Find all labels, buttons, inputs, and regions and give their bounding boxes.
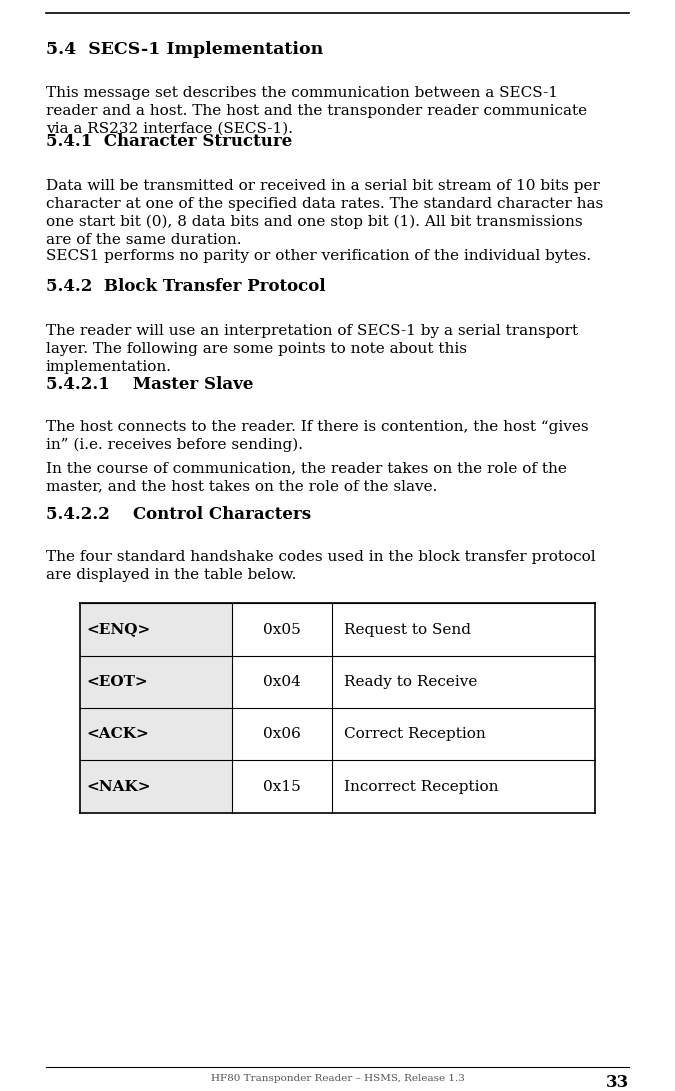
Text: Request to Send: Request to Send — [344, 623, 472, 636]
Text: Data will be transmitted or received in a serial bit stream of 10 bits per
chara: Data will be transmitted or received in … — [46, 179, 603, 247]
Bar — [80, 603, 232, 656]
Text: Ready to Receive: Ready to Receive — [344, 675, 478, 688]
Text: The four standard handshake codes used in the block transfer protocol
are displa: The four standard handshake codes used i… — [46, 550, 595, 582]
Text: 5.4  SECS-1 Implementation: 5.4 SECS-1 Implementation — [46, 40, 323, 58]
Bar — [332, 603, 595, 656]
Text: 0x04: 0x04 — [263, 675, 301, 688]
Text: The host connects to the reader. If there is contention, the host “gives
in” (i.: The host connects to the reader. If ther… — [46, 420, 589, 453]
Text: This message set describes the communication between a SECS-1
reader and a host.: This message set describes the communica… — [46, 86, 587, 136]
Text: The reader will use an interpretation of SECS-1 by a serial transport
layer. The: The reader will use an interpretation of… — [46, 324, 578, 374]
Text: 5.4.2  Block Transfer Protocol: 5.4.2 Block Transfer Protocol — [46, 278, 325, 296]
Text: 5.4.2.1    Master Slave: 5.4.2.1 Master Slave — [46, 376, 253, 394]
Text: In the course of communication, the reader takes on the role of the
master, and : In the course of communication, the read… — [46, 461, 567, 493]
Bar — [332, 760, 595, 813]
Text: <EOT>: <EOT> — [86, 675, 148, 688]
Text: 0x05: 0x05 — [263, 623, 301, 636]
Text: <ENQ>: <ENQ> — [86, 623, 151, 636]
Text: <NAK>: <NAK> — [86, 780, 151, 793]
Text: Correct Reception: Correct Reception — [344, 728, 486, 741]
Text: HF80 Transponder Reader – HSMS, Release 1.3: HF80 Transponder Reader – HSMS, Release … — [211, 1074, 464, 1082]
Bar — [80, 760, 232, 813]
Text: 0x15: 0x15 — [263, 780, 301, 793]
Text: <ACK>: <ACK> — [86, 728, 149, 741]
Bar — [80, 656, 232, 708]
Bar — [232, 603, 332, 656]
Bar — [232, 708, 332, 760]
Text: 33: 33 — [606, 1074, 629, 1091]
Bar — [80, 708, 232, 760]
Bar — [332, 708, 595, 760]
Bar — [332, 656, 595, 708]
Bar — [232, 656, 332, 708]
Text: Incorrect Reception: Incorrect Reception — [344, 780, 499, 793]
Text: 0x06: 0x06 — [263, 728, 301, 741]
Bar — [232, 760, 332, 813]
Text: 5.4.1  Character Structure: 5.4.1 Character Structure — [46, 133, 292, 151]
Text: 5.4.2.2    Control Characters: 5.4.2.2 Control Characters — [46, 506, 311, 524]
Text: SECS1 performs no parity or other verification of the individual bytes.: SECS1 performs no parity or other verifi… — [46, 249, 591, 263]
